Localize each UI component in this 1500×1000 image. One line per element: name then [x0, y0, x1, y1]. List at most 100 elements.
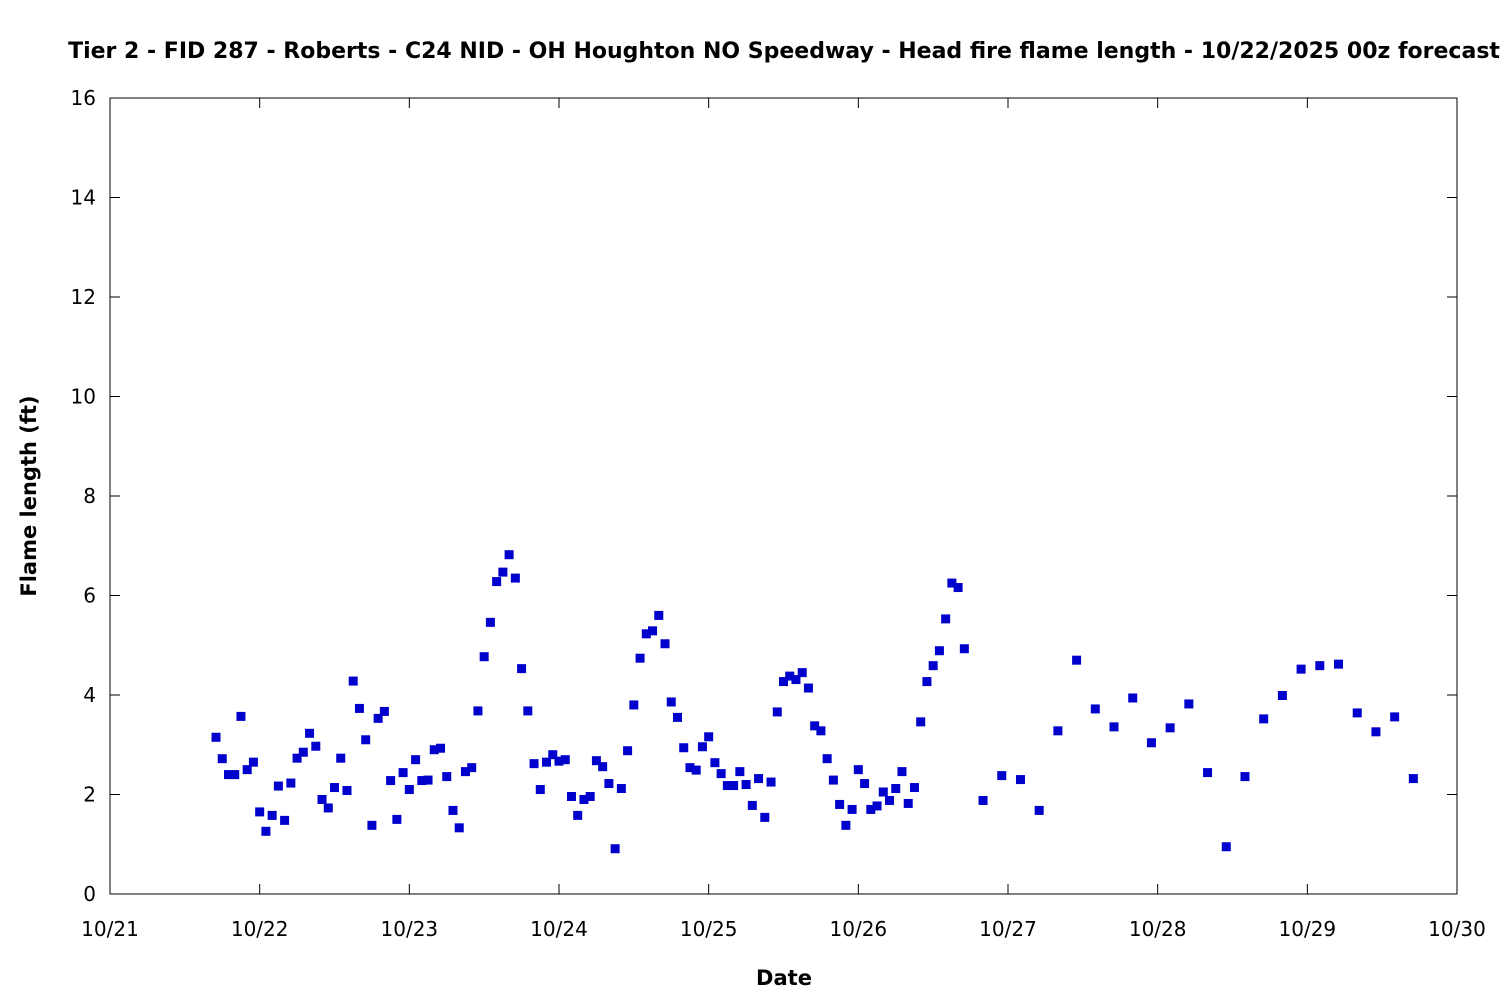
data-point — [542, 757, 552, 767]
data-point — [891, 784, 901, 794]
data-point — [916, 717, 926, 727]
data-point — [710, 758, 720, 768]
data-point — [554, 756, 564, 766]
data-point — [928, 661, 938, 671]
data-point — [941, 614, 951, 624]
data-point — [616, 784, 626, 794]
data-point — [853, 765, 863, 775]
data-point — [660, 639, 670, 649]
data-point — [909, 783, 919, 793]
data-point — [934, 646, 944, 656]
data-point — [1296, 664, 1306, 674]
data-point — [354, 703, 364, 713]
data-point — [211, 732, 221, 742]
data-point — [398, 768, 408, 778]
data-point — [1277, 690, 1287, 700]
data-point — [273, 781, 283, 791]
data-point — [654, 610, 664, 620]
data-point — [822, 754, 832, 764]
data-point — [1371, 727, 1381, 737]
y-tick-label: 14 — [71, 186, 96, 210]
data-point — [623, 746, 633, 756]
data-point — [754, 774, 764, 784]
data-point — [666, 697, 676, 707]
data-point — [336, 753, 346, 763]
data-point — [922, 677, 932, 687]
data-point — [1259, 714, 1269, 724]
data-point — [729, 781, 739, 791]
data-point — [1015, 775, 1025, 785]
x-tick-label: 10/27 — [979, 917, 1037, 941]
y-tick-label: 16 — [71, 86, 96, 110]
data-point — [223, 770, 233, 780]
data-point — [978, 795, 988, 805]
x-axis-label: Date — [756, 966, 812, 990]
data-point — [1352, 708, 1362, 718]
data-point — [1109, 722, 1119, 732]
data-point — [442, 772, 452, 782]
data-point — [379, 706, 389, 716]
data-point — [217, 754, 227, 764]
data-point — [585, 791, 595, 801]
data-point — [348, 676, 358, 686]
data-point — [672, 712, 682, 722]
data-point — [685, 763, 695, 773]
data-point — [1034, 805, 1044, 815]
data-point — [797, 668, 807, 678]
data-point — [735, 767, 745, 777]
data-point — [236, 711, 246, 721]
data-point — [903, 798, 913, 808]
data-point — [897, 767, 907, 777]
x-tick-label: 10/22 — [231, 917, 289, 941]
x-tick-label: 10/24 — [530, 917, 588, 941]
data-point — [548, 750, 558, 760]
data-point — [517, 664, 527, 674]
data-point — [311, 741, 321, 751]
y-tick-label: 12 — [71, 285, 96, 309]
data-point — [510, 573, 520, 583]
data-point — [679, 743, 689, 753]
y-tick-label: 0 — [83, 882, 96, 906]
data-point — [866, 804, 876, 814]
data-point — [598, 762, 608, 772]
x-tick-label: 10/30 — [1428, 917, 1486, 941]
data-point — [641, 629, 651, 639]
data-point — [323, 803, 333, 813]
data-point — [772, 707, 782, 717]
data-point — [280, 815, 290, 825]
data-point — [448, 805, 458, 815]
x-axis: 10/21 10/22 10/23 10/24 10/25 10/26 10/27 10/28… — [81, 98, 1486, 941]
data-point — [953, 583, 963, 593]
data-point — [460, 767, 470, 777]
data-point — [473, 706, 483, 716]
data-point — [997, 771, 1007, 781]
data-point — [1165, 723, 1175, 733]
y-tick-label: 6 — [83, 584, 96, 608]
data-point — [230, 770, 240, 780]
data-point — [423, 775, 433, 785]
data-point — [411, 755, 421, 765]
data-point — [373, 713, 383, 723]
data-point — [648, 626, 658, 636]
x-tick-label: 10/25 — [680, 917, 738, 941]
data-point — [361, 735, 371, 745]
data-point — [492, 577, 502, 587]
data-point — [1221, 842, 1231, 852]
data-point — [267, 810, 277, 820]
data-point — [604, 779, 614, 789]
data-point — [479, 652, 489, 662]
x-tick-label: 10/26 — [830, 917, 888, 941]
data-point — [305, 728, 315, 738]
y-tick-label: 4 — [83, 683, 96, 707]
y-axis: 0 2 4 6 8 10 12 14 16 — [71, 86, 1457, 906]
data-point — [704, 732, 714, 742]
data-point — [1240, 772, 1250, 782]
data-points — [211, 550, 1418, 854]
data-point — [248, 757, 258, 767]
data-point — [741, 780, 751, 790]
data-point — [560, 755, 570, 765]
x-tick-label: 10/28 — [1129, 917, 1187, 941]
data-point — [747, 800, 757, 810]
data-point — [885, 795, 895, 805]
